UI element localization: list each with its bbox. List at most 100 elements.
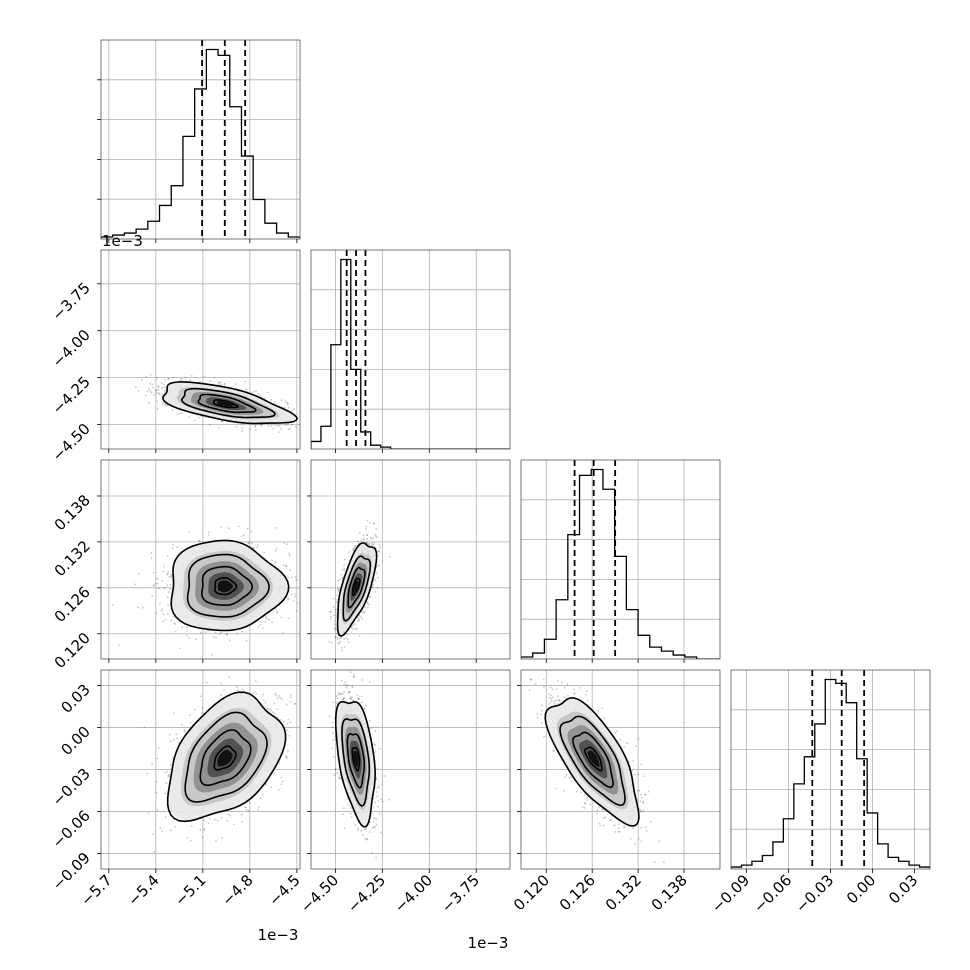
sample-point <box>186 626 188 629</box>
sample-point <box>301 721 303 723</box>
sample-point <box>307 577 309 579</box>
sample-point <box>167 378 170 381</box>
sample-point <box>335 633 338 635</box>
sample-point <box>164 379 167 382</box>
sample-point <box>150 391 153 394</box>
sample-point <box>156 577 159 580</box>
sample-point <box>302 415 304 417</box>
sample-point <box>198 416 200 419</box>
sample-point <box>283 564 285 566</box>
sample-point <box>334 627 337 630</box>
sample-point <box>255 390 257 392</box>
sample-point <box>219 384 222 386</box>
sample-point <box>337 579 340 582</box>
sample-point <box>241 427 244 430</box>
sample-point <box>272 427 275 430</box>
sample-point <box>189 379 192 381</box>
sample-point <box>335 608 338 611</box>
sample-point <box>329 615 332 618</box>
sample-point <box>376 564 379 567</box>
sample-point <box>194 419 197 421</box>
sample-point <box>351 626 353 628</box>
sample-point <box>360 616 362 618</box>
sample-point <box>367 606 369 609</box>
sample-point <box>340 646 343 649</box>
sample-point <box>265 616 268 619</box>
sample-point <box>155 791 158 794</box>
sample-point <box>151 383 154 386</box>
sample-point <box>363 539 365 541</box>
sample-point <box>144 394 147 397</box>
sample-point <box>155 612 158 615</box>
sample-point <box>375 572 378 575</box>
sample-point <box>217 381 220 384</box>
sample-point <box>341 576 344 579</box>
sample-point <box>155 582 157 585</box>
sample-point <box>329 610 332 613</box>
sample-point <box>161 608 164 610</box>
sample-point <box>170 575 173 578</box>
sample-point <box>286 402 289 405</box>
sample-point <box>334 619 336 622</box>
sample-point <box>217 383 220 386</box>
sample-point <box>372 522 375 525</box>
sample-point <box>300 743 302 745</box>
sample-point <box>343 564 345 566</box>
tick-label-y: −4.25 <box>49 373 94 418</box>
sample-point <box>244 381 247 383</box>
sample-point <box>271 559 273 562</box>
sample-point <box>186 836 189 839</box>
sample-point <box>203 375 206 378</box>
sample-point <box>259 394 261 397</box>
sample-point <box>366 602 369 605</box>
sample-point <box>251 542 253 544</box>
sample-point <box>340 573 343 576</box>
contour-line <box>200 565 254 607</box>
sample-point <box>193 708 196 711</box>
sample-point <box>207 533 210 536</box>
sample-point <box>112 604 114 606</box>
sample-point <box>287 406 290 409</box>
sample-point <box>371 586 374 589</box>
sample-point <box>164 771 167 774</box>
sample-point <box>245 640 248 642</box>
sample-point <box>179 647 181 650</box>
sample-point <box>267 425 270 428</box>
tick-label-y: −4.00 <box>49 326 94 371</box>
sample-point <box>236 632 239 635</box>
sample-point <box>171 408 174 411</box>
tick-label-y: 0.132 <box>51 537 94 580</box>
sample-point <box>253 690 256 693</box>
sample-point <box>335 594 338 597</box>
tick-label-x: −0.06 <box>750 871 795 916</box>
sample-point <box>294 592 297 595</box>
sample-point <box>149 382 152 385</box>
sample-point <box>212 636 215 638</box>
sample-point <box>278 695 281 697</box>
sample-point <box>141 379 143 381</box>
sample-point <box>217 427 220 430</box>
sample-point <box>286 401 289 404</box>
sample-point <box>370 544 373 546</box>
sample-point <box>290 593 293 596</box>
sample-point <box>157 386 160 388</box>
sample-point <box>184 376 187 379</box>
sample-point <box>270 398 273 401</box>
sample-point <box>281 698 283 700</box>
sample-point <box>137 606 140 609</box>
sample-point <box>287 598 290 601</box>
sample-point <box>223 688 226 691</box>
sample-point <box>195 638 197 641</box>
sample-point <box>214 631 217 634</box>
sample-point <box>295 578 298 581</box>
sample-point <box>373 522 376 525</box>
corner-panels: −0.09−0.06−0.03 0.00 0.03−4.50−4.25−4.00−3… <box>49 39 931 916</box>
sample-point <box>166 555 169 557</box>
sample-point <box>159 602 161 605</box>
sample-point <box>178 412 181 414</box>
sample-point <box>355 627 357 630</box>
sample-point <box>358 618 360 620</box>
sample-point <box>137 389 140 392</box>
